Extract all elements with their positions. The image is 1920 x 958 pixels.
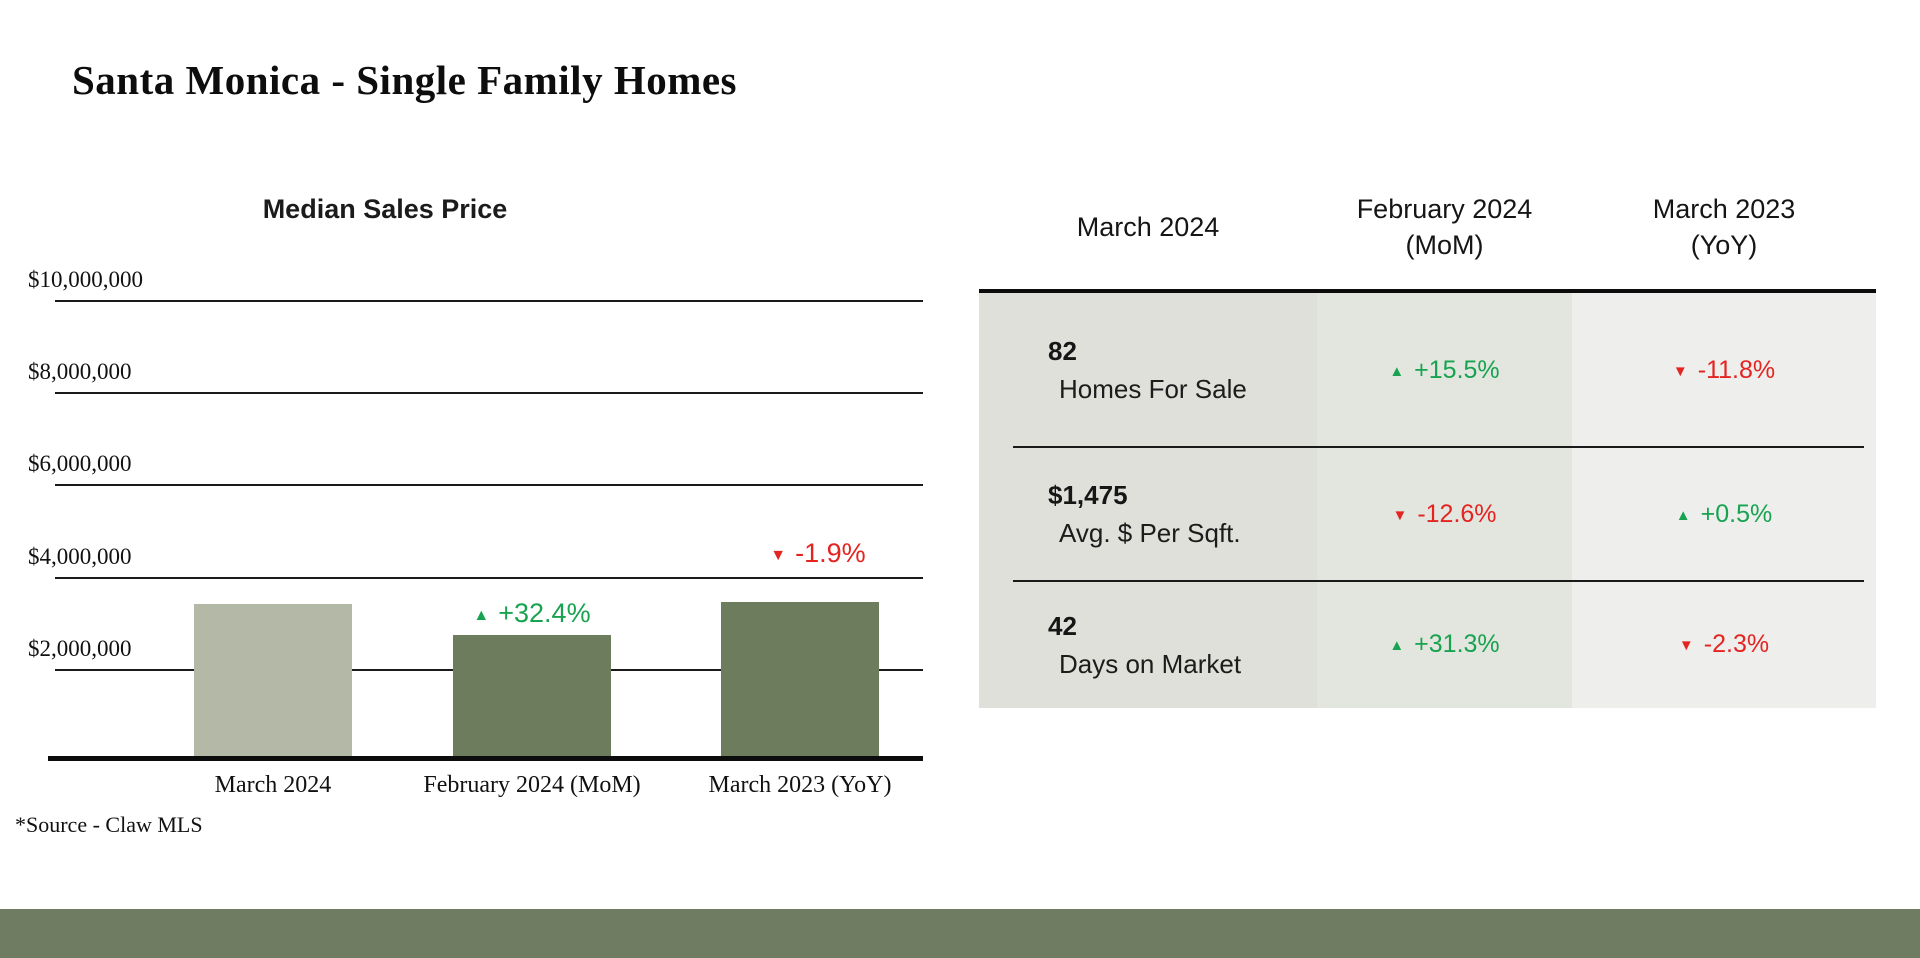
trend-arrow-icon: ▼ [1392,506,1408,524]
header-line: (MoM) [1405,230,1484,260]
table-header-row: March 2024 February 2024 (MoM) March 202… [979,178,1876,276]
gridline-rule [55,484,923,486]
mom-change: ▲ +31.3% [1389,630,1499,659]
mom-cell: ▲ +31.3% [1317,581,1572,708]
y-axis-tick-label: $4,000,000 [28,544,132,569]
stat-label: Homes For Sale [1059,374,1247,404]
x-axis-baseline [48,756,923,761]
page-title: Santa Monica - Single Family Homes [72,57,738,103]
stat-value: 82 [1048,336,1077,366]
mom-change: ▼ -12.6% [1392,500,1496,529]
stat-cell: 82 Homes For Sale [979,293,1317,447]
bar-february-2024 [453,635,611,758]
change-value: +15.5% [1414,355,1500,384]
table-row-avg-price-per-sqft: $1,475 Avg. $ Per Sqft. ▼ -12.6% ▲ +0.5% [979,447,1876,581]
mom-change: ▲ +15.5% [1389,356,1499,385]
mom-cell: ▲ +15.5% [1317,293,1572,447]
header-line: February 2024 [1356,194,1533,224]
change-value: -1.9% [795,538,866,568]
table-row-days-on-market: 42 Days on Market ▲ +31.3% ▼ -2.3% [979,581,1876,708]
y-axis-tick-label: $8,000,000 [28,359,132,384]
table-row-divider [1013,446,1864,448]
table-header-march-2024: March 2024 [979,178,1317,276]
stat-label: Days on Market [1059,648,1242,679]
table-header-underline [979,289,1876,293]
yoy-change: ▲ +0.5% [1676,500,1772,529]
header-line: March 2024 [1076,212,1220,242]
yoy-change: ▼ -11.8% [1673,356,1775,385]
change-value: -2.3% [1703,630,1770,658]
stat-label: Avg. $ Per Sqft. [1059,518,1241,548]
trend-arrow-icon: ▲ [1389,362,1405,380]
yoy-change: ▼ -2.3% [1679,630,1769,659]
trend-arrow-icon: ▼ [770,547,787,564]
table-header-march-2023-yoy: March 2023 (YoY) [1572,178,1876,276]
median-sales-price-chart: $10,000,000 $8,000,000 $6,000,000 $4,000… [28,267,923,798]
change-value: -12.6% [1417,499,1497,528]
yoy-cell: ▼ -2.3% [1572,581,1876,708]
change-value: +31.3% [1414,630,1500,658]
trend-arrow-icon: ▲ [1675,506,1691,524]
y-axis-tick-label: $10,000,000 [28,267,143,292]
trend-arrow-icon: ▼ [1672,362,1688,380]
yoy-cell: ▲ +0.5% [1572,447,1876,581]
stat-value: 42 [1048,610,1077,641]
trend-arrow-icon: ▲ [1389,637,1405,654]
stat-cell: $1,475 Avg. $ Per Sqft. [979,447,1317,581]
gridline-rule [55,577,923,579]
trend-arrow-icon: ▲ [473,607,490,624]
change-value: +32.4% [498,598,591,628]
mom-cell: ▼ -12.6% [1317,447,1572,581]
source-note: *Source - Claw MLS [15,812,203,837]
bottom-accent-band [0,909,1920,958]
yoy-cell: ▼ -11.8% [1572,293,1876,447]
chart-title: Median Sales Price [262,194,508,224]
trend-arrow-icon: ▼ [1678,637,1694,654]
header-line: March 2023 [1652,194,1796,224]
bar-change-annotation-mom: ▲ +32.4% [453,598,611,629]
table-row-divider [1013,580,1864,582]
change-value: +0.5% [1700,499,1773,528]
x-axis-category-label: March 2024 [214,772,332,798]
change-value: -11.8% [1697,355,1776,384]
stat-value: $1,475 [1048,480,1128,510]
bar-march-2024 [194,604,352,758]
gridline-rule [55,392,923,394]
x-axis-category-label: March 2023 (YoY) [708,772,892,798]
gridline-rule [55,300,923,302]
y-axis-tick-label: $2,000,000 [28,636,132,661]
table-header-february-2024-mom: February 2024 (MoM) [1317,178,1572,276]
header-line: (YoY) [1690,230,1758,260]
table-row-homes-for-sale: 82 Homes For Sale ▲ +15.5% ▼ -11.8% [979,293,1876,447]
bar-march-2023 [721,602,879,758]
bar-change-annotation-yoy: ▼ -1.9% [721,538,897,569]
stat-cell: 42 Days on Market [979,581,1317,708]
y-axis-tick-label: $6,000,000 [28,451,132,476]
x-axis-category-label: February 2024 (MoM) [423,772,641,798]
